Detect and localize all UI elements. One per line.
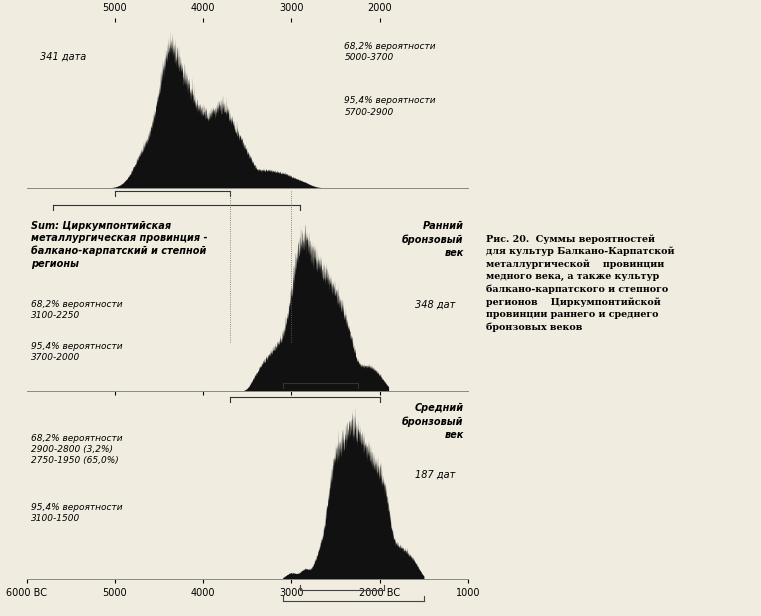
Text: 68,2% вероятности
2900-2800 (3,2%)
2750-1950 (65,0%): 68,2% вероятности 2900-2800 (3,2%) 2750-… [31,434,123,465]
Text: Средний
бронзовый
век: Средний бронзовый век [402,403,463,440]
Text: 95,4% вероятности
3100-1500: 95,4% вероятности 3100-1500 [31,503,123,523]
Text: 95,4% вероятности
5700-2900: 95,4% вероятности 5700-2900 [345,96,436,116]
Text: 187 дат: 187 дат [415,470,455,480]
Text: Sum: Циркумпонтийская
металлургическая провинция -
балкано-карпатский и степной
: Sum: Циркумпонтийская металлургическая п… [31,221,208,269]
Text: 68,2% вероятности
5000-3700: 68,2% вероятности 5000-3700 [345,41,436,62]
Text: 341 дата: 341 дата [40,52,86,62]
Text: Рис. 20.  Суммы вероятностей
для культур Балкано-Карпатской
металлургической    : Рис. 20. Суммы вероятностей для культур … [486,234,674,332]
Text: Ранний
бронзовый
век: Ранний бронзовый век [402,221,463,258]
Text: 95,4% вероятности
3700-2000: 95,4% вероятности 3700-2000 [31,342,123,362]
Text: 68,2% вероятности
3100-2250: 68,2% вероятности 3100-2250 [31,300,123,320]
Text: 348 дат: 348 дат [415,300,455,310]
